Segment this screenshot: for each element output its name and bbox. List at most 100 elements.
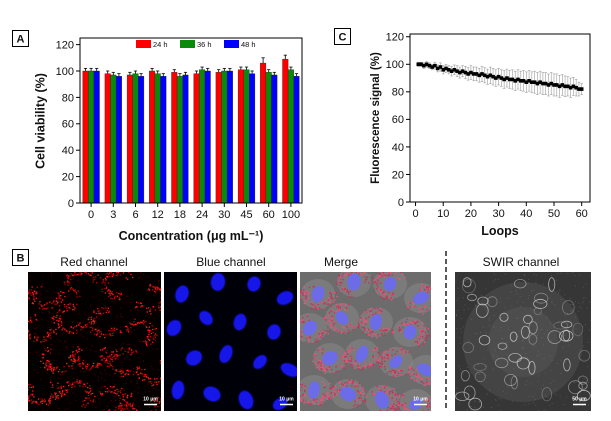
bar-48h [204, 70, 211, 204]
red-signal-dot [390, 390, 392, 393]
red-signal-dot [91, 327, 94, 329]
noise-dot [541, 314, 542, 316]
red-signal-dot [52, 301, 54, 304]
red-signal-dot [105, 352, 108, 354]
swir-cell-outline [467, 293, 477, 302]
red-signal-dot [390, 292, 392, 295]
red-signal-dot [332, 295, 334, 297]
red-signal-dot [361, 400, 364, 402]
noise-dot [459, 337, 461, 339]
red-signal-dot [427, 409, 429, 411]
red-signal-dot [101, 394, 103, 396]
red-signal-dot [359, 402, 361, 404]
red-signal-dot [24, 325, 25, 326]
noise-dot [493, 326, 494, 328]
red-signal-dot [45, 362, 47, 364]
bar-48h [160, 76, 167, 204]
red-signal-dot [160, 301, 161, 303]
red-signal-dot [300, 399, 301, 401]
red-signal-dot [317, 403, 320, 405]
red-signal-dot [324, 372, 326, 374]
red-signal-dot [308, 292, 310, 294]
red-signal-dot [163, 404, 164, 405]
red-signal-dot [126, 402, 128, 405]
red-signal-dot [350, 348, 352, 350]
red-signal-dot [92, 269, 93, 270]
red-signal-dot [336, 295, 338, 298]
red-signal-dot [160, 377, 161, 380]
red-signal-dot [382, 364, 384, 367]
red-signal-dot [125, 401, 127, 403]
noise-dot [527, 297, 529, 299]
red-signal-dot [162, 298, 163, 299]
red-signal-dot [332, 291, 334, 293]
noise-dot [511, 339, 513, 341]
red-signal-dot [398, 329, 400, 331]
red-signal-dot [72, 274, 74, 277]
red-signal-dot [383, 415, 384, 416]
noise-dot [498, 404, 500, 406]
red-signal-dot [402, 354, 404, 356]
nucleus [253, 355, 267, 369]
red-signal-dot [340, 365, 342, 367]
red-signal-dot [424, 331, 427, 334]
noise-dot [551, 403, 553, 404]
red-signal-dot [103, 312, 105, 314]
red-signal-dot [86, 326, 88, 328]
red-signal-dot [67, 346, 68, 348]
noise-dot [566, 396, 568, 398]
red-signal-dot [340, 385, 342, 387]
red-signal-dot [383, 365, 386, 368]
red-signal-dot [86, 369, 88, 370]
noise-dot [570, 304, 571, 305]
red-signal-dot [65, 409, 66, 411]
red-signal-dot [398, 405, 400, 407]
noise-dot [567, 313, 569, 315]
noise-dot [509, 385, 511, 387]
red-signal-dot [305, 299, 307, 301]
red-signal-dot [364, 320, 366, 322]
red-signal-dot [142, 374, 144, 376]
red-signal-dot [156, 378, 158, 380]
red-signal-dot [162, 364, 163, 365]
bar-36h [265, 72, 272, 204]
red-signal-dot [148, 313, 150, 315]
red-signal-dot [152, 331, 154, 334]
red-signal-dot [114, 372, 116, 375]
red-signal-dot [426, 309, 429, 311]
red-signal-dot [385, 386, 387, 388]
red-signal-dot [29, 275, 31, 277]
red-signal-dot [40, 367, 41, 368]
red-signal-dot [104, 284, 106, 286]
red-signal-dot [381, 362, 383, 364]
red-signal-dot [312, 360, 314, 363]
red-signal-dot [74, 361, 76, 363]
red-signal-dot [304, 302, 306, 304]
red-signal-dot [155, 333, 157, 335]
red-signal-dot [333, 371, 335, 373]
red-signal-dot [329, 394, 332, 397]
swir-cell-outline [513, 278, 527, 289]
red-signal-dot [90, 367, 93, 369]
noise-dot [510, 285, 512, 287]
red-signal-dot [428, 383, 430, 386]
noise-dot [463, 381, 465, 382]
red-signal-dot [347, 359, 349, 362]
red-signal-dot [73, 306, 76, 309]
red-signal-dot [144, 418, 145, 419]
red-signal-dot [67, 381, 69, 383]
red-signal-dot [90, 326, 93, 328]
red-signal-dot [153, 387, 155, 389]
noise-dot [470, 410, 472, 411]
noise-dot [500, 398, 502, 400]
red-signal-dot [52, 396, 54, 399]
red-signal-dot [78, 363, 80, 365]
red-signal-dot [107, 273, 110, 275]
red-signal-dot [300, 397, 301, 400]
swir-cell-outline [541, 387, 553, 402]
red-signal-dot [54, 369, 56, 371]
red-signal-dot [434, 362, 435, 363]
red-signal-dot [421, 339, 423, 341]
red-signal-dot [321, 334, 323, 337]
